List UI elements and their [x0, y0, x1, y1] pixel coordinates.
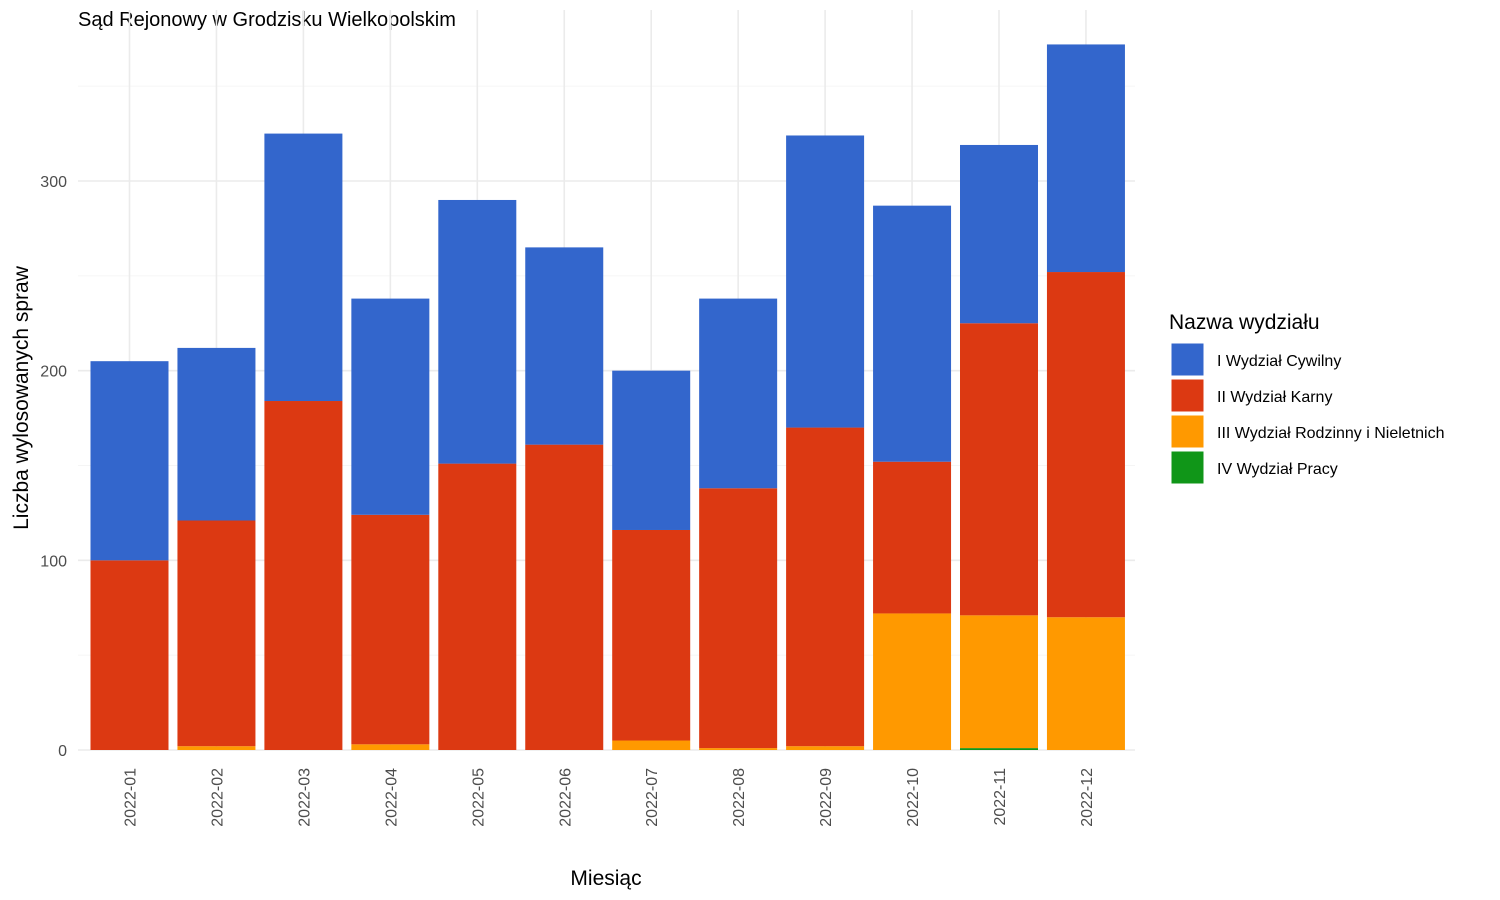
- bar-segment: [177, 347, 256, 521]
- bar-segment: [438, 199, 517, 464]
- legend-label: II Wydział Karny: [1217, 389, 1332, 406]
- legend: Nazwa wydziału I Wydział Cywilny II Wydzi…: [1169, 311, 1445, 485]
- x-tick-label: 2022-01: [123, 768, 140, 827]
- bar-segment: [960, 615, 1038, 749]
- legend-label: I Wydział Cywilny: [1217, 353, 1341, 370]
- bar-segment: [960, 748, 1038, 750]
- bar-segment: [612, 529, 691, 741]
- bar-segment: [1046, 272, 1125, 618]
- chart-title: Sąd Rejonowy w Grodzisku Wielkopolskim: [78, 9, 456, 31]
- bar-segment: [177, 520, 256, 747]
- bar-segment: [177, 746, 256, 750]
- bar-segment: [525, 444, 604, 750]
- bar-segment: [960, 144, 1038, 324]
- bar-segment: [264, 401, 343, 750]
- legend-key: [1170, 450, 1205, 485]
- legend-label: III Wydział Rodzinny i Nieletnich: [1217, 425, 1445, 442]
- bars: [90, 44, 1125, 750]
- y-tick-label: 300: [40, 174, 67, 191]
- bar-segment: [351, 514, 430, 745]
- x-tick-label: 2022-12: [1079, 768, 1096, 827]
- bar-segment: [786, 746, 865, 750]
- bar-segment: [873, 205, 952, 462]
- x-tick-label: 2022-10: [905, 768, 922, 827]
- bar-segment: [351, 744, 430, 750]
- legend-key: [1170, 342, 1205, 377]
- y-axis-ticks: 0 100 200 300: [40, 174, 67, 760]
- bar-segment: [1046, 617, 1125, 750]
- x-tick-label: 2022-03: [296, 768, 313, 827]
- bar-segment: [612, 740, 691, 750]
- bar-segment: [873, 613, 952, 750]
- bar-segment: [90, 361, 169, 561]
- y-tick-label: 0: [58, 743, 67, 760]
- y-tick-label: 100: [40, 553, 67, 570]
- bar-segment: [699, 748, 778, 750]
- bar-segment: [525, 247, 604, 445]
- x-tick-label: 2022-11: [992, 768, 1009, 826]
- bar-segment: [699, 488, 778, 749]
- bar-segment: [873, 461, 952, 614]
- legend-label: IV Wydział Pracy: [1217, 461, 1338, 478]
- legend-key: [1170, 378, 1205, 413]
- bar-segment: [351, 298, 430, 515]
- bar-segment: [699, 298, 778, 489]
- x-tick-label: 2022-04: [383, 768, 400, 827]
- x-tick-label: 2022-08: [731, 768, 748, 827]
- legend-title: Nazwa wydziału: [1169, 311, 1320, 334]
- bar-segment: [264, 133, 343, 402]
- x-tick-label: 2022-09: [818, 768, 835, 827]
- x-axis-ticks: 2022-01 2022-02 2022-03 2022-04 2022-05 2022-…: [123, 768, 1096, 827]
- x-tick-label: 2022-07: [644, 768, 661, 827]
- y-axis-title: Liczba wylosowanych spraw: [10, 265, 33, 530]
- bar-segment: [1046, 44, 1125, 273]
- x-tick-label: 2022-05: [470, 768, 487, 827]
- x-tick-label: 2022-06: [557, 768, 574, 827]
- bar-segment: [438, 463, 517, 750]
- bar-segment: [960, 323, 1038, 616]
- x-tick-label: 2022-02: [209, 768, 226, 827]
- bar-segment: [786, 135, 865, 428]
- x-axis-title: Miesiąc: [570, 867, 641, 890]
- legend-key: [1170, 414, 1205, 449]
- y-tick-label: 200: [40, 364, 67, 381]
- bar-segment: [786, 427, 865, 747]
- bar-segment: [90, 560, 169, 750]
- bar-segment: [612, 370, 691, 530]
